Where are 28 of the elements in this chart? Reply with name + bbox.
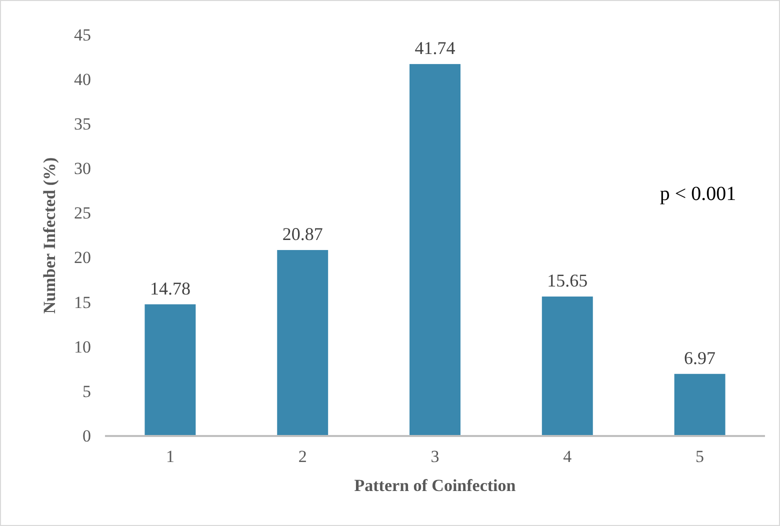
y-tick-label: 15 xyxy=(74,292,91,312)
y-tick-label: 40 xyxy=(74,70,91,89)
bar xyxy=(144,304,196,436)
y-tick-label: 25 xyxy=(74,204,91,223)
y-tick-label: 20 xyxy=(74,248,91,268)
y-tick-label: 5 xyxy=(82,382,91,401)
y-tick-label: 0 xyxy=(82,426,91,446)
data-label: 15.65 xyxy=(547,270,588,291)
y-tick-label: 10 xyxy=(74,337,91,356)
bar xyxy=(277,250,328,436)
y-axis-title: Number Infected (%) xyxy=(40,157,59,314)
data-label: 14.78 xyxy=(150,278,190,298)
x-tick-label: 5 xyxy=(696,447,704,466)
annotation: p < 0.001 xyxy=(660,183,736,205)
data-label: 20.87 xyxy=(282,224,323,244)
bar xyxy=(410,64,460,436)
bar xyxy=(542,296,593,436)
bar xyxy=(674,374,726,436)
data-label: 41.74 xyxy=(414,38,456,58)
x-tick-label: 3 xyxy=(430,447,440,466)
x-axis-title: Pattern of Coinfection xyxy=(354,476,516,495)
x-tick-label: 2 xyxy=(298,447,307,466)
x-tick-label: 4 xyxy=(563,447,572,466)
y-tick-label: 45 xyxy=(74,25,91,44)
y-tick-label: 35 xyxy=(74,114,91,134)
data-label: 6.97 xyxy=(684,348,716,368)
y-tick-label: 30 xyxy=(74,159,91,178)
x-tick-label: 1 xyxy=(166,447,174,466)
